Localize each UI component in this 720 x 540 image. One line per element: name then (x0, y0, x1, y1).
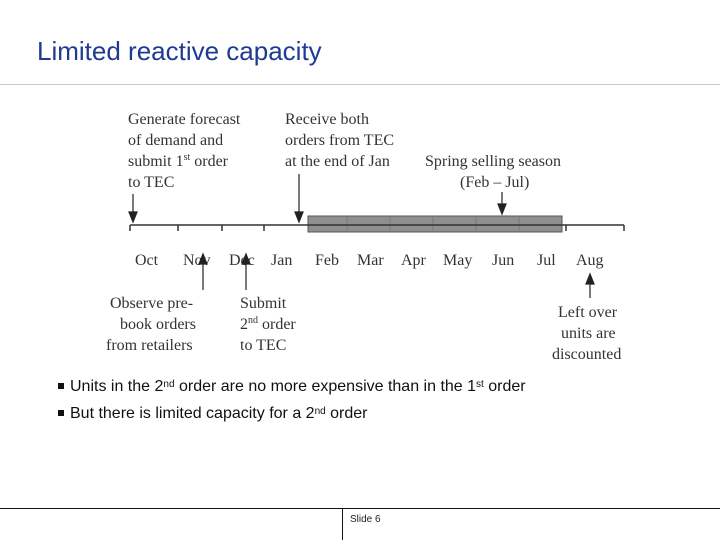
slide-title: Limited reactive capacity (37, 36, 322, 66)
annotation-line: Left over (558, 304, 618, 321)
arrow-up-icon (585, 272, 595, 298)
annotation-line: submit 1st order (128, 152, 229, 170)
annotation-observe-prebook: Observe pre- book orders from retailers (106, 295, 196, 354)
month-label: Jul (537, 252, 556, 269)
month-labels: Oct Nov Dec Jan Feb Mar Apr May Jun Jul … (135, 252, 604, 269)
annotation-spring-season: Spring selling season (Feb – Jul) (425, 153, 561, 191)
month-label: Apr (401, 252, 427, 269)
annotation-line: units are (561, 325, 616, 342)
annotation-line: orders from TEC (285, 132, 394, 149)
annotation-line: to TEC (240, 337, 286, 354)
annotation-line: of demand and (128, 132, 223, 149)
annotation-line: Observe pre- (110, 295, 193, 312)
annotation-line: Generate forecast (128, 111, 241, 128)
annotation-line: Spring selling season (425, 153, 561, 170)
square-bullet-icon (58, 383, 64, 389)
month-label: Jan (271, 252, 292, 269)
annotation-line: (Feb – Jul) (460, 174, 529, 191)
month-label: Feb (315, 252, 339, 269)
month-label: Oct (135, 252, 159, 269)
timeline-diagram: Generate forecast of demand and submit 1… (106, 111, 625, 363)
annotation-line: book orders (120, 316, 196, 333)
season-bar-gridlines (346, 217, 520, 231)
month-label: Aug (576, 252, 604, 269)
timeline-ticks (129, 225, 625, 231)
month-label: Nov (183, 252, 211, 269)
footer-divider (0, 508, 720, 509)
annotation-line: from retailers (106, 337, 193, 354)
annotation-left-over: Left over units are discounted (552, 304, 621, 363)
slide-number: Slide 6 (350, 514, 381, 525)
annotation-line: discounted (552, 346, 621, 363)
annotation-line: Submit (240, 295, 287, 312)
square-bullet-icon (58, 410, 64, 416)
bullet-text: Units in the 2nd order are no more expen… (70, 378, 526, 395)
bullet-text: But there is limited capacity for a 2nd … (70, 405, 368, 422)
arrow-down-icon (294, 174, 304, 224)
month-label: May (443, 252, 472, 269)
annotation-generate-forecast: Generate forecast of demand and submit 1… (128, 111, 241, 191)
arrow-down-icon (128, 194, 138, 224)
arrow-up-icon (198, 252, 208, 290)
annotation-line: Receive both (285, 111, 369, 128)
annotation-line: at the end of Jan (285, 153, 390, 170)
month-label: Mar (357, 252, 384, 269)
title-divider (0, 84, 720, 85)
annotation-line: to TEC (128, 174, 174, 191)
arrow-up-icon (241, 252, 251, 290)
annotation-receive-orders: Receive both orders from TEC at the end … (285, 111, 394, 170)
annotation-line: 2nd order (240, 315, 296, 333)
arrow-down-icon (497, 192, 507, 216)
month-label: Jun (492, 252, 514, 269)
footer-separator (342, 508, 343, 540)
selling-season-bar (307, 215, 563, 233)
month-label: Dec (229, 252, 255, 269)
annotation-submit-second: Submit 2nd order to TEC (240, 295, 296, 354)
